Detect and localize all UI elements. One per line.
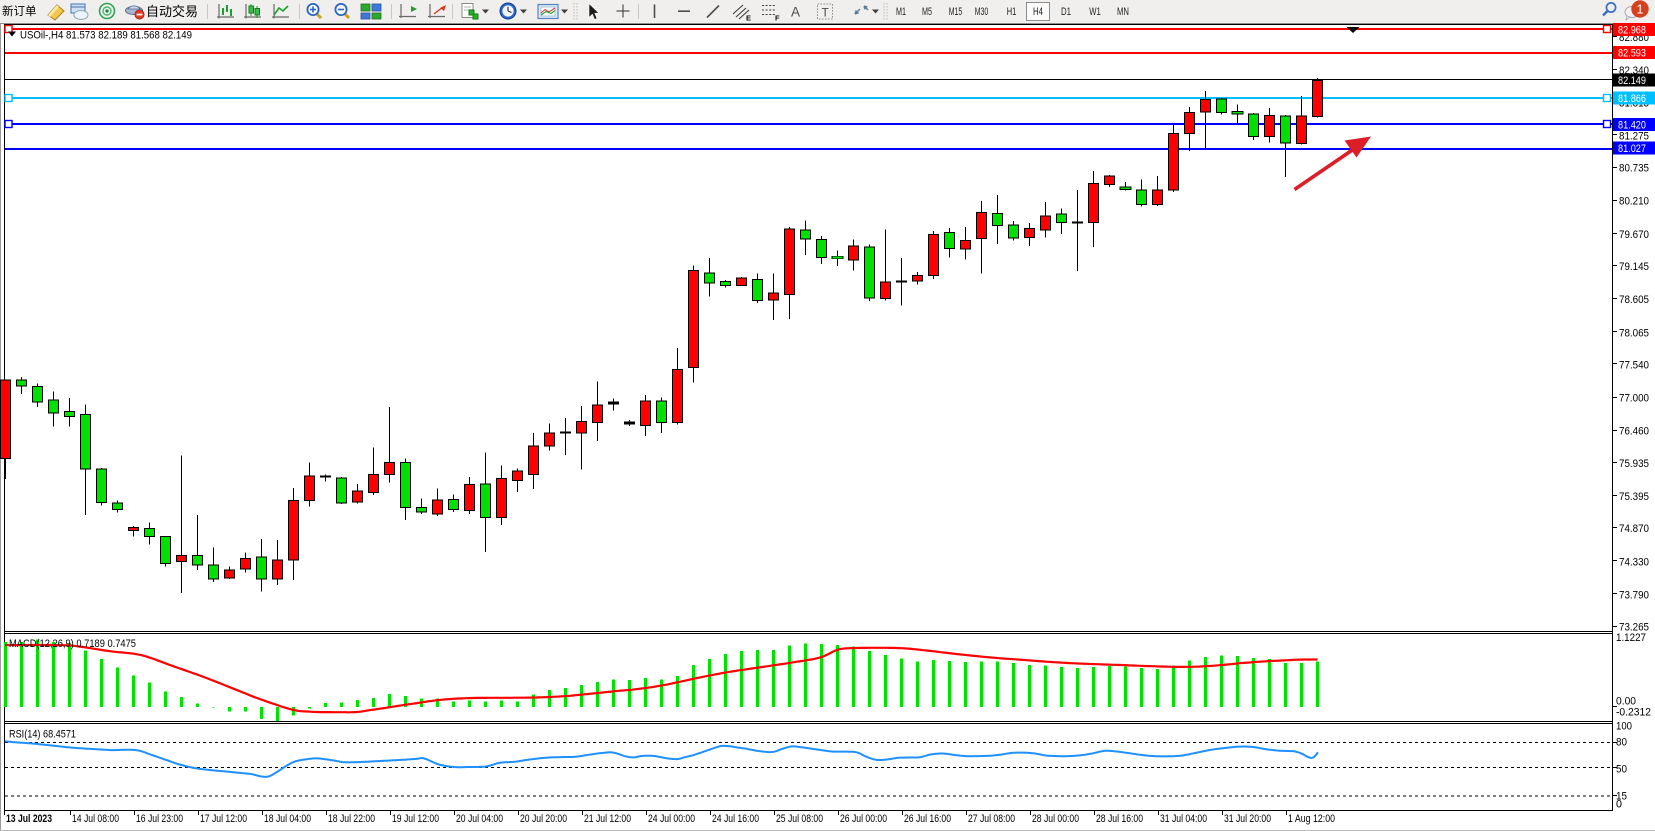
svg-text:E: E bbox=[746, 14, 751, 23]
svg-text:自动交易: 自动交易 bbox=[146, 4, 198, 19]
svg-text:新订单: 新订单 bbox=[2, 4, 37, 18]
svg-text:28 Jul 16:00: 28 Jul 16:00 bbox=[1096, 813, 1143, 825]
svg-text:USOil-,H4 81.573 82.189 81.56: USOil-,H4 81.573 82.189 81.568 82.149 bbox=[20, 30, 192, 42]
svg-text:73.265: 73.265 bbox=[1619, 622, 1649, 634]
svg-text:17 Jul 12:00: 17 Jul 12:00 bbox=[200, 813, 247, 825]
svg-text:80.210: 80.210 bbox=[1619, 196, 1649, 208]
svg-text:82.593: 82.593 bbox=[1618, 48, 1646, 60]
svg-text:20 Jul 20:00: 20 Jul 20:00 bbox=[520, 813, 567, 825]
svg-text:80.735: 80.735 bbox=[1619, 163, 1649, 175]
svg-text:81.027: 81.027 bbox=[1618, 143, 1646, 155]
svg-text:78.065: 78.065 bbox=[1619, 327, 1649, 339]
svg-text:M5: M5 bbox=[922, 6, 932, 18]
svg-text:74.870: 74.870 bbox=[1619, 523, 1649, 535]
svg-text:H1: H1 bbox=[1007, 6, 1017, 18]
svg-text:1.1227: 1.1227 bbox=[1616, 632, 1646, 644]
svg-text:0: 0 bbox=[1616, 799, 1622, 811]
svg-text:T: T bbox=[822, 6, 830, 20]
svg-text:W1: W1 bbox=[1089, 6, 1101, 18]
svg-text:26 Jul 16:00: 26 Jul 16:00 bbox=[904, 813, 951, 825]
svg-text:H4: H4 bbox=[1033, 6, 1043, 18]
svg-text:0.00: 0.00 bbox=[1616, 696, 1636, 708]
svg-text:RSI(14) 68.4571: RSI(14) 68.4571 bbox=[9, 729, 76, 741]
svg-text:24 Jul 00:00: 24 Jul 00:00 bbox=[648, 813, 695, 825]
svg-text:16 Jul 23:00: 16 Jul 23:00 bbox=[136, 813, 183, 825]
svg-text:77.000: 77.000 bbox=[1619, 393, 1649, 405]
svg-text:18 Jul 22:00: 18 Jul 22:00 bbox=[328, 813, 375, 825]
svg-text:81.275: 81.275 bbox=[1619, 130, 1649, 142]
svg-text:31 Jul 04:00: 31 Jul 04:00 bbox=[1160, 813, 1207, 825]
svg-text:MACD(12,26,9) 0.7189 0.7475: MACD(12,26,9) 0.7189 0.7475 bbox=[9, 638, 136, 650]
svg-text:13 Jul 2023: 13 Jul 2023 bbox=[6, 813, 52, 825]
svg-text:100: 100 bbox=[1616, 721, 1632, 733]
svg-text:M30: M30 bbox=[975, 6, 989, 18]
svg-text:M15: M15 bbox=[949, 6, 963, 18]
svg-text:82.968: 82.968 bbox=[1618, 25, 1646, 37]
svg-text:-0.2312: -0.2312 bbox=[1616, 707, 1651, 719]
svg-text:24 Jul 16:00: 24 Jul 16:00 bbox=[712, 813, 759, 825]
svg-text:18 Jul 04:00: 18 Jul 04:00 bbox=[264, 813, 311, 825]
svg-text:MN: MN bbox=[1117, 6, 1129, 18]
svg-text:79.670: 79.670 bbox=[1619, 229, 1649, 241]
svg-text:1: 1 bbox=[1637, 2, 1644, 16]
svg-text:D1: D1 bbox=[1061, 6, 1071, 18]
svg-text:20 Jul 04:00: 20 Jul 04:00 bbox=[456, 813, 503, 825]
svg-text:50: 50 bbox=[1616, 764, 1627, 776]
svg-text:31 Jul 20:00: 31 Jul 20:00 bbox=[1224, 813, 1271, 825]
svg-text:79.145: 79.145 bbox=[1619, 261, 1649, 273]
svg-text:M1: M1 bbox=[896, 6, 906, 18]
svg-text:74.330: 74.330 bbox=[1619, 556, 1649, 568]
svg-text:19 Jul 12:00: 19 Jul 12:00 bbox=[392, 813, 439, 825]
svg-text:F: F bbox=[775, 14, 780, 23]
svg-text:25 Jul 08:00: 25 Jul 08:00 bbox=[776, 813, 823, 825]
svg-text:15: 15 bbox=[1616, 791, 1627, 803]
svg-text:27 Jul 08:00: 27 Jul 08:00 bbox=[968, 813, 1015, 825]
svg-text:14 Jul 08:00: 14 Jul 08:00 bbox=[72, 813, 119, 825]
svg-text:81.866: 81.866 bbox=[1618, 93, 1646, 105]
svg-text:82.149: 82.149 bbox=[1618, 75, 1646, 87]
svg-text:78.605: 78.605 bbox=[1619, 294, 1649, 306]
svg-text:28 Jul 00:00: 28 Jul 00:00 bbox=[1032, 813, 1079, 825]
svg-text:77.540: 77.540 bbox=[1619, 359, 1649, 371]
svg-text:80: 80 bbox=[1616, 737, 1627, 749]
svg-text:75.395: 75.395 bbox=[1619, 491, 1649, 503]
svg-text:81.420: 81.420 bbox=[1618, 120, 1646, 132]
svg-text:A: A bbox=[791, 5, 800, 20]
svg-text:75.935: 75.935 bbox=[1619, 458, 1649, 470]
svg-text:21 Jul 12:00: 21 Jul 12:00 bbox=[584, 813, 631, 825]
svg-text:73.790: 73.790 bbox=[1619, 590, 1649, 602]
svg-text:76.460: 76.460 bbox=[1619, 426, 1649, 438]
svg-text:1 Aug 12:00: 1 Aug 12:00 bbox=[1288, 813, 1335, 825]
svg-text:26 Jul 00:00: 26 Jul 00:00 bbox=[840, 813, 887, 825]
